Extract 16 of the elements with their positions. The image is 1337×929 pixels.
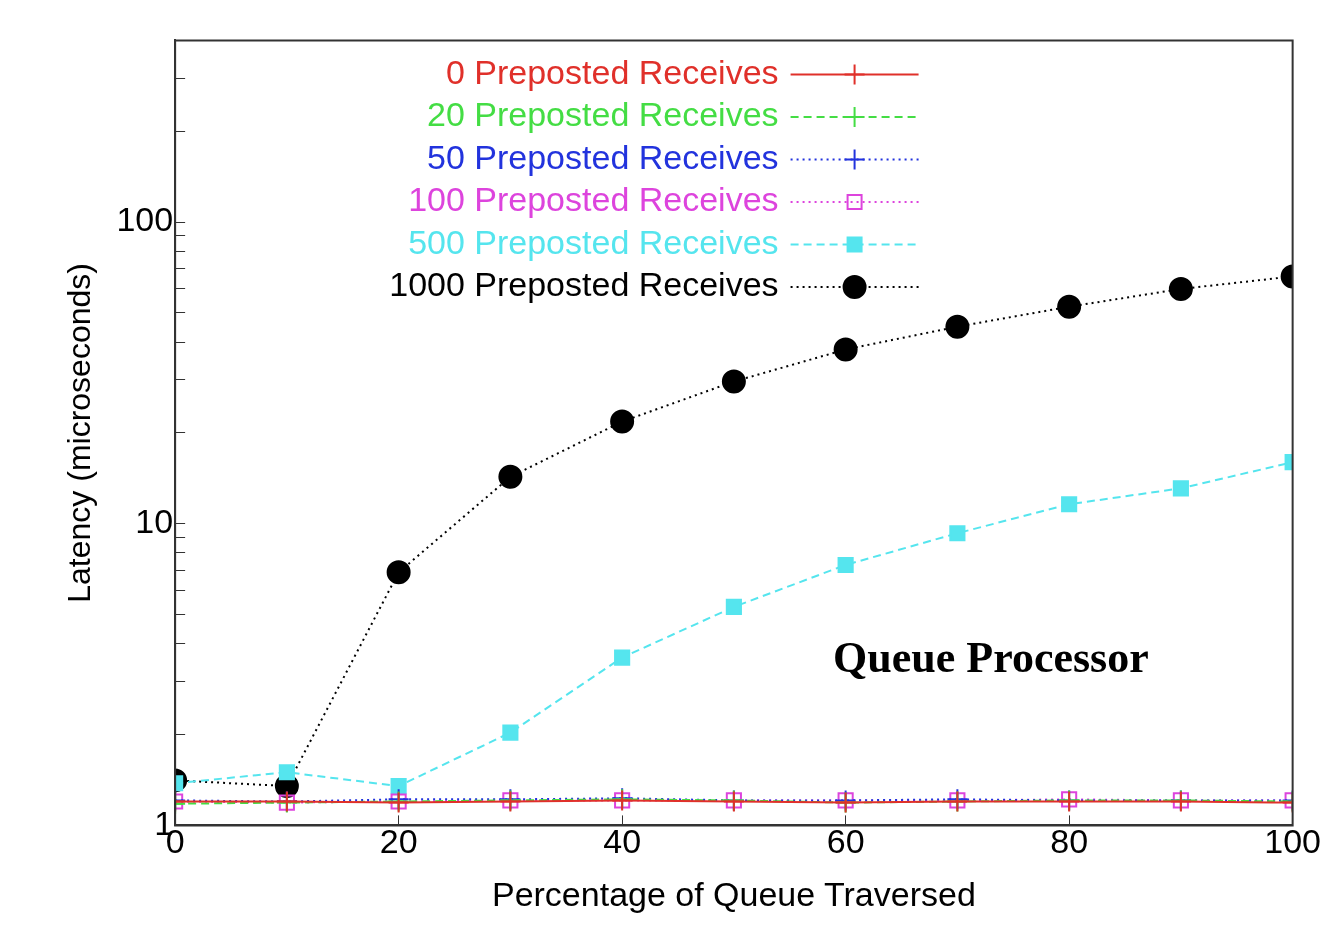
- x-tick-label: 40: [603, 822, 642, 861]
- y-tick-label: 10: [135, 502, 174, 541]
- legend-label: 20 Preposted Receives: [427, 95, 779, 134]
- x-axis-title: Percentage of Queue Traversed: [491, 874, 976, 913]
- legend-label: 500 Preposted Receives: [408, 222, 779, 261]
- legend-label: 50 Preposted Receives: [427, 137, 779, 176]
- x-tick-label: 80: [1050, 822, 1089, 861]
- legend-label: 0 Preposted Receives: [445, 52, 779, 91]
- legend-label: 100 Preposted Receives: [408, 180, 779, 219]
- legend-label: 1000 Preposted Receives: [389, 265, 779, 304]
- y-tick-label: 100: [116, 200, 174, 239]
- x-tick-label: 20: [379, 822, 418, 861]
- annotation: Queue Processor: [833, 632, 1149, 682]
- x-tick-label: 60: [826, 822, 865, 861]
- y-axis-title: Latency (microseconds): [61, 263, 98, 603]
- x-tick-label: 100: [1264, 822, 1321, 861]
